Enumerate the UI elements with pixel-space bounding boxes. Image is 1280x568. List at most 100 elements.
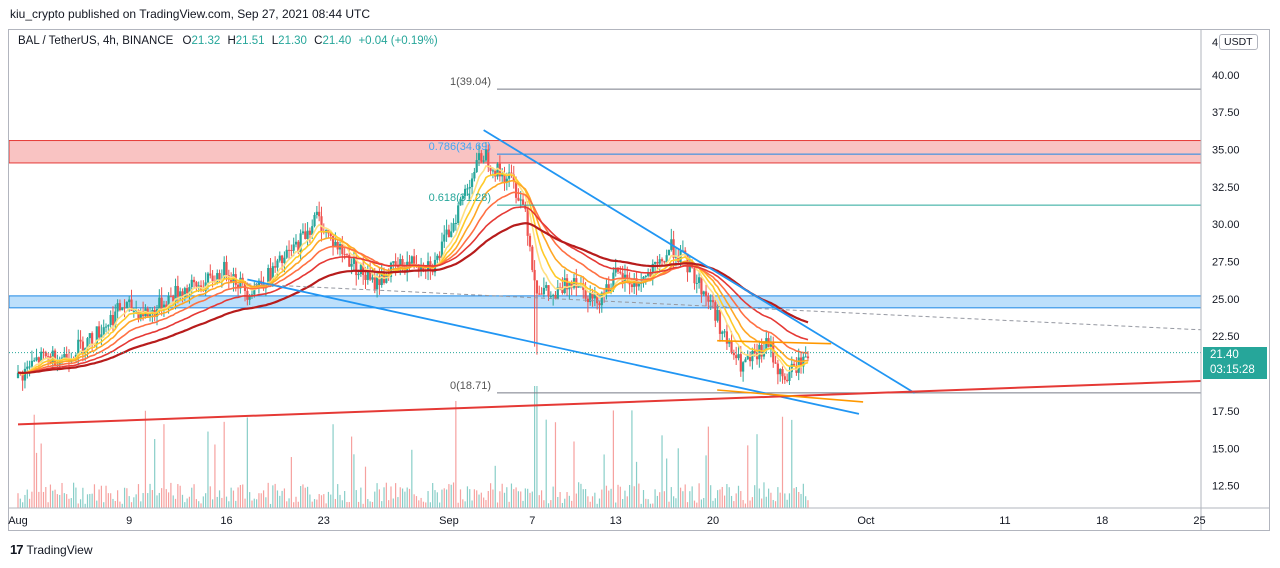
candle-body [387,275,390,277]
volume-bar [649,503,652,508]
volume-bar [244,498,246,508]
symbol-name[interactable]: BAL / TetherUS, 4h, BINANCE [18,35,174,47]
candle-body [470,178,474,187]
candle-body [596,294,599,304]
volume-bar [751,497,753,508]
volume-bar [703,497,705,508]
volume-bar [432,483,434,508]
candle-body [123,307,126,309]
candle-body [786,379,789,381]
volume-bar [712,500,714,508]
candle-body [128,299,131,303]
candle-body [438,255,441,259]
candle-body [667,249,671,256]
tradingview-footer[interactable]: 17 TradingView [10,542,93,557]
volume-bar [378,489,380,508]
candle-body [97,326,101,338]
price-tick-label: 27.50 [1212,257,1240,269]
volume-bar [642,490,645,508]
candle-body [744,359,747,363]
volume-bar [758,488,760,508]
volume-bar [318,494,320,508]
volume-bar [469,489,471,508]
volume-bar [742,500,744,508]
candle-body [660,259,664,262]
candle-body [348,254,351,267]
time-tick-label: Aug [8,515,28,527]
candle-body [565,278,569,290]
volume-bar [91,493,93,508]
volume-bar [654,489,656,508]
volume-bar [399,487,401,508]
candle-body [355,257,358,276]
candle-body [711,300,715,303]
candle-body [772,342,775,363]
volume-bar [140,501,142,508]
volume-bar [786,499,788,508]
candle-body [806,356,810,359]
volume-bar [279,495,281,508]
volume-bar [260,493,262,508]
volume-bar [98,489,100,508]
candle-body [695,282,698,284]
candle-body [545,285,548,288]
volume-bar [547,503,550,508]
volume-bar [265,497,267,508]
volume-bar [598,498,601,508]
candle-body [165,304,168,309]
volume-bar [374,491,376,508]
volume-bar [198,501,200,508]
volume-bar [737,485,740,508]
currency-badge[interactable]: USDT [1219,34,1258,50]
volume-bar [371,501,374,508]
candle-body [130,299,133,311]
volume-bar [70,498,72,508]
candle-body [480,153,483,162]
volume-bar [723,495,726,508]
volume-bar [63,493,65,508]
candle-body [44,352,47,357]
candle-body [345,254,349,256]
candle-body [774,362,777,364]
candle-body [779,369,782,375]
price-tick-label: 17.50 [1212,406,1240,418]
volume-bar [464,501,466,508]
volume-bar [679,487,682,508]
time-tick-label: 20 [707,515,719,527]
candle-body [267,268,270,286]
volume-bar [605,485,608,508]
volume-bar [348,502,350,508]
volume-bar [276,490,279,508]
volume-bar [580,483,582,508]
volume-bar [645,498,647,508]
volume-bar [133,497,135,508]
volume-bar [793,488,795,508]
bar-countdown: 03:15:28 [1210,364,1255,376]
volume-bar [589,501,591,508]
volume-bar [668,501,670,508]
candle-body [216,273,219,283]
candle-body [225,261,228,276]
volume-bar [288,498,290,508]
candle-body [158,297,161,310]
volume-bar [167,492,170,508]
candle-body [385,275,388,283]
volume-bar [635,461,638,508]
candle-body [79,339,82,342]
volume-bar [691,486,693,508]
volume-bar [770,492,772,508]
volume-bar [56,494,58,508]
volume-bar [123,487,126,508]
chart-frame [8,29,1270,531]
candle-body [294,241,298,245]
candle-body [658,259,661,264]
volume-bar [242,484,244,508]
time-tick-label: 7 [529,515,535,527]
volume-bar [781,416,784,508]
candle-body [714,302,717,321]
time-tick-label: 23 [318,515,330,527]
candle-body [577,285,580,288]
volume-bar [478,494,480,508]
price-tick-label: 15.00 [1212,443,1240,455]
